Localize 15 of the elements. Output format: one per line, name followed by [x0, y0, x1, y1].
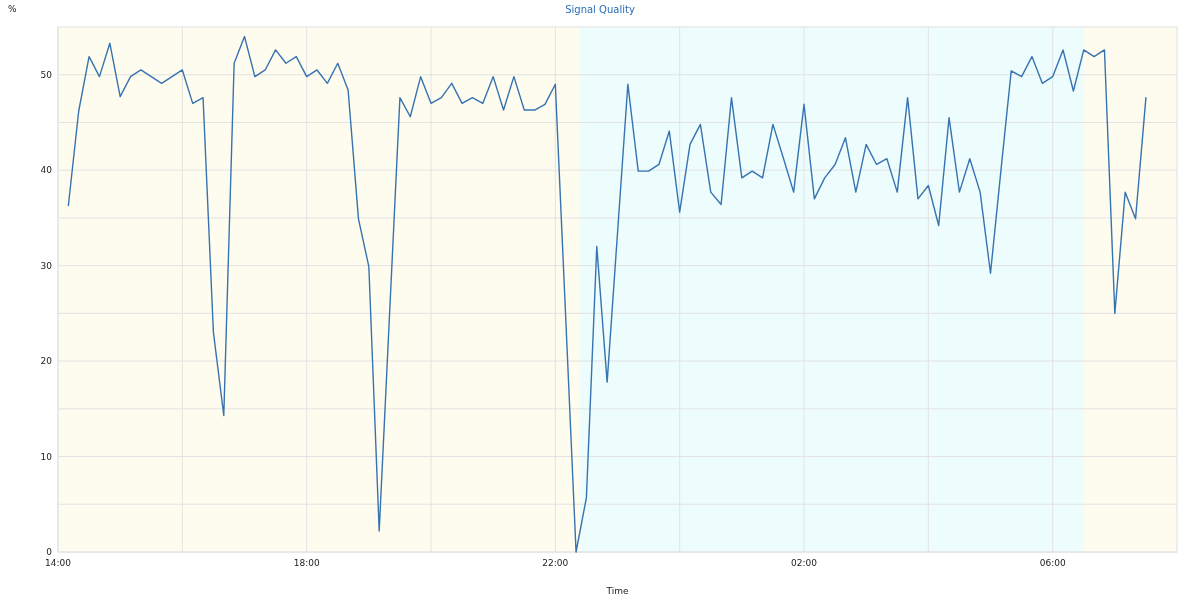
- x-tick-label: 18:00: [293, 558, 320, 568]
- y-tick-label: 10: [40, 451, 53, 462]
- y-tick-label: 0: [46, 547, 53, 557]
- y-tick-label: 20: [40, 356, 53, 367]
- x-axis-title: Time: [605, 586, 629, 596]
- y-axis-title: %: [8, 4, 17, 14]
- line-series: [67, 35, 1147, 553]
- x-tick-label: 02:00: [791, 558, 818, 568]
- y-tick-label: 40: [40, 165, 53, 176]
- x-tick-label: 06:00: [1039, 558, 1066, 568]
- x-tick-label: 14:00: [45, 558, 72, 568]
- chart-title: Signal Quality: [565, 4, 635, 15]
- x-tick-label: 22:00: [542, 558, 569, 568]
- y-tick-label: 50: [40, 69, 53, 80]
- y-tick-label: 30: [40, 260, 53, 271]
